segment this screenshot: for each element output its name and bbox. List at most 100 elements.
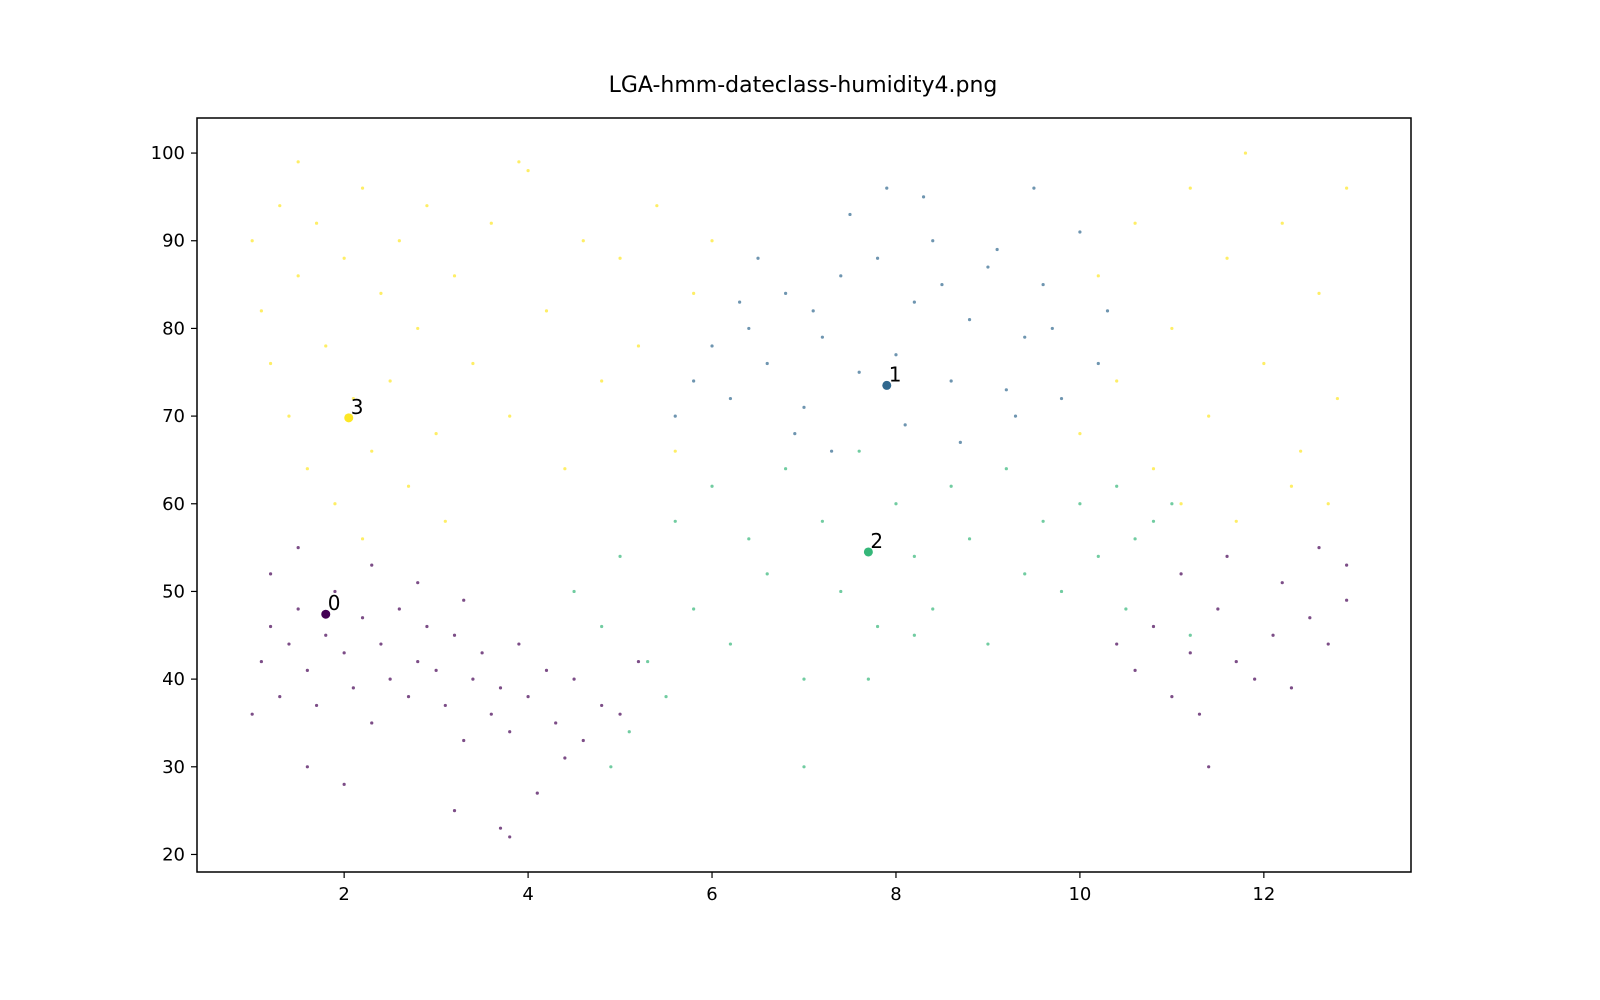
- data-point-class-3: [287, 414, 291, 418]
- data-point-class-1: [986, 265, 990, 269]
- y-tick-label: 80: [162, 318, 185, 339]
- data-point-class-3: [379, 291, 383, 295]
- data-point-class-0: [535, 791, 539, 795]
- x-tick-label: 4: [522, 884, 533, 905]
- y-axis: 20 30 40 50 60 70 80 90 100: [151, 143, 197, 865]
- data-point-class-1: [728, 396, 733, 401]
- data-point-class-1: [738, 300, 742, 304]
- data-point-class-3: [452, 274, 457, 278]
- data-point-class-0: [517, 642, 521, 646]
- y-tick-label: 50: [162, 581, 185, 602]
- data-point-class-3: [278, 204, 282, 208]
- data-point-class-2: [710, 484, 714, 488]
- data-point-class-2: [664, 695, 668, 699]
- data-point-class-3: [259, 309, 263, 313]
- data-point-class-2: [912, 554, 916, 558]
- data-point-class-3: [600, 379, 604, 383]
- data-point-class-0: [278, 695, 282, 699]
- data-point-class-3: [388, 379, 392, 383]
- data-point-class-1: [875, 256, 880, 260]
- data-point-class-0: [636, 659, 641, 664]
- data-point-class-0: [600, 703, 604, 708]
- data-point-class-3: [314, 221, 319, 225]
- data-point-class-2: [692, 607, 696, 611]
- data-point-class-1: [710, 344, 714, 348]
- data-point-class-0: [296, 607, 300, 611]
- data-point-class-2: [747, 537, 751, 541]
- y-tick-label: 70: [162, 406, 185, 427]
- data-point-class-0: [480, 651, 484, 655]
- data-point-class-0: [342, 782, 346, 786]
- data-point-class-0: [554, 721, 558, 725]
- data-point-class-2: [1170, 502, 1174, 506]
- data-point-class-3: [296, 160, 300, 164]
- data-point-class-0: [544, 668, 549, 672]
- data-point-class-1: [1050, 326, 1054, 331]
- cluster-center-1: [882, 380, 892, 390]
- data-point-class-2: [1115, 484, 1119, 488]
- data-point-class-1: [848, 212, 852, 217]
- data-point-class-2: [949, 484, 953, 488]
- data-point-class-1: [931, 239, 935, 243]
- cluster-center-2: [863, 547, 873, 557]
- data-point-class-2: [986, 642, 990, 646]
- data-point-class-0: [1188, 651, 1192, 655]
- x-tick-label: 6: [706, 884, 717, 905]
- data-point-class-3: [296, 274, 300, 278]
- data-point-class-2: [728, 642, 733, 646]
- data-point-class-0: [296, 546, 300, 550]
- data-point-class-3: [544, 309, 549, 313]
- data-point-class-0: [268, 624, 273, 629]
- data-point-class-3: [1317, 291, 1321, 295]
- data-point-class-3: [1188, 186, 1192, 190]
- data-point-class-3: [416, 326, 420, 331]
- data-point-class-1: [940, 282, 944, 287]
- data-point-class-0: [1207, 765, 1211, 769]
- data-point-class-3: [351, 396, 355, 401]
- y-tick-label: 100: [151, 143, 185, 164]
- cluster-center-label-1: 1: [889, 362, 902, 386]
- data-point-class-3: [342, 256, 346, 260]
- data-point-class-0: [416, 659, 420, 664]
- data-point-class-3: [360, 186, 365, 190]
- data-point-class-2: [600, 624, 604, 629]
- data-point-class-0: [618, 712, 622, 716]
- data-point-class-0: [333, 589, 337, 594]
- data-point-class-0: [268, 572, 273, 576]
- data-point-class-3: [563, 467, 567, 471]
- data-point-class-0: [342, 651, 346, 655]
- data-point-class-3: [1179, 502, 1183, 506]
- data-point-class-0: [250, 712, 254, 716]
- data-point-class-0: [1308, 616, 1312, 620]
- data-point-class-2: [802, 765, 806, 769]
- data-point-class-3: [1115, 379, 1119, 383]
- data-point-class-3: [268, 361, 273, 366]
- data-point-class-3: [1234, 519, 1238, 523]
- data-point-class-2: [1078, 502, 1082, 506]
- data-point-class-3: [443, 519, 447, 523]
- data-point-class-1: [692, 379, 696, 383]
- data-point-class-1: [765, 361, 769, 366]
- data-point-class-0: [1253, 677, 1257, 681]
- y-tick-label: 90: [162, 231, 185, 252]
- data-point-class-0: [370, 563, 374, 567]
- data-point-class-0: [508, 730, 512, 734]
- data-point-class-3: [1151, 467, 1156, 471]
- data-point-class-0: [498, 686, 503, 690]
- data-point-class-0: [581, 738, 585, 743]
- data-point-class-0: [498, 826, 503, 830]
- x-tick-label: 2: [338, 884, 349, 905]
- data-point-class-2: [1023, 572, 1027, 576]
- data-point-class-0: [1234, 659, 1238, 664]
- data-point-class-1: [903, 423, 907, 427]
- y-tick-label: 20: [162, 844, 185, 865]
- data-point-class-3: [1335, 396, 1340, 401]
- data-point-class-1: [756, 256, 760, 260]
- data-point-class-3: [434, 432, 438, 436]
- data-point-class-2: [1096, 554, 1100, 558]
- data-point-class-2: [618, 554, 622, 558]
- data-point-class-2: [1124, 607, 1128, 611]
- data-point-class-3: [324, 344, 328, 348]
- data-point-class-3: [692, 291, 696, 295]
- x-tick-label: 10: [1068, 884, 1091, 905]
